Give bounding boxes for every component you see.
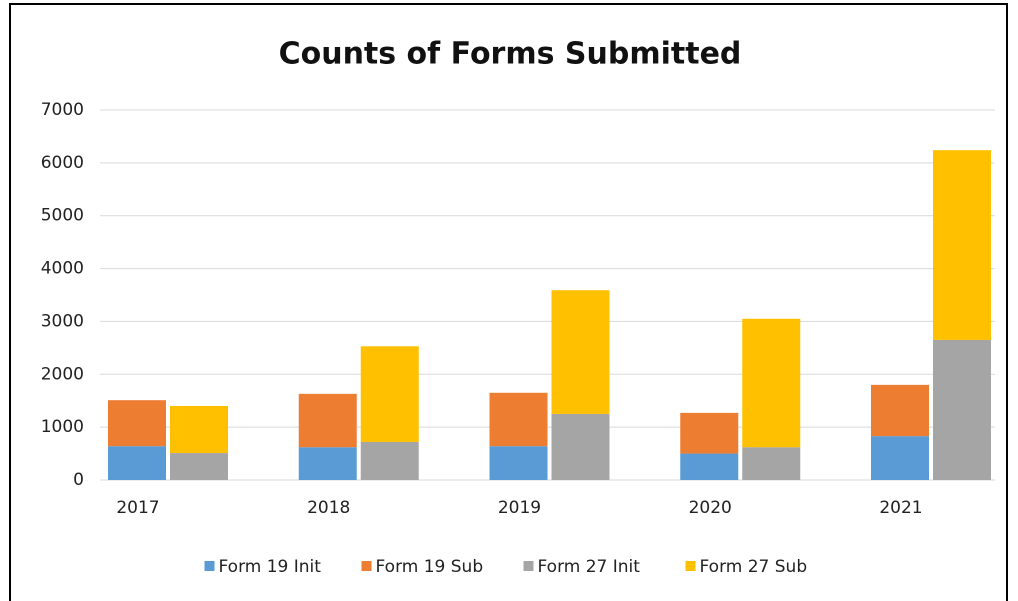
chart-frame bbox=[9, 3, 1008, 601]
x-tick-label: 2018 bbox=[307, 498, 350, 518]
bar bbox=[551, 290, 610, 414]
bar bbox=[933, 150, 991, 340]
bar bbox=[360, 346, 419, 442]
x-tick-label: 2020 bbox=[689, 498, 732, 518]
y-tick-label: 5000 bbox=[41, 206, 84, 226]
legend-swatch bbox=[685, 561, 696, 571]
bar bbox=[742, 447, 801, 480]
x-tick-label: 2019 bbox=[498, 498, 541, 518]
bar bbox=[680, 412, 739, 454]
bar bbox=[108, 400, 166, 447]
bar bbox=[871, 436, 929, 480]
bar bbox=[360, 441, 419, 480]
bar bbox=[489, 392, 548, 447]
legend-swatch bbox=[361, 561, 372, 571]
y-tick-label: 4000 bbox=[41, 259, 84, 279]
chart-title: Counts of Forms Submitted bbox=[279, 37, 742, 72]
bar bbox=[170, 453, 228, 480]
y-tick-label: 7000 bbox=[41, 100, 84, 120]
x-tick-label: 2017 bbox=[116, 498, 159, 518]
y-tick-label: 0 bbox=[73, 470, 84, 490]
bar bbox=[742, 318, 801, 448]
bar bbox=[298, 447, 357, 480]
legend-swatch bbox=[204, 561, 215, 571]
bar bbox=[108, 446, 166, 480]
legend-label: Form 19 Sub bbox=[376, 557, 484, 577]
bar bbox=[551, 413, 610, 480]
bar bbox=[680, 453, 739, 480]
bar bbox=[170, 406, 228, 454]
bar bbox=[933, 339, 991, 480]
y-tick-label: 1000 bbox=[41, 417, 84, 437]
bar bbox=[298, 393, 357, 448]
y-tick-label: 2000 bbox=[41, 364, 84, 384]
bar bbox=[489, 446, 548, 480]
y-tick-label: 6000 bbox=[41, 153, 84, 173]
legend-label: Form 27 Sub bbox=[700, 557, 808, 577]
legend-label: Form 19 Init bbox=[219, 557, 322, 577]
legend-swatch bbox=[523, 561, 534, 571]
x-tick-label: 2021 bbox=[879, 498, 922, 518]
y-tick-label: 3000 bbox=[41, 311, 84, 331]
bar bbox=[871, 384, 929, 437]
legend-label: Form 27 Init bbox=[538, 557, 641, 577]
